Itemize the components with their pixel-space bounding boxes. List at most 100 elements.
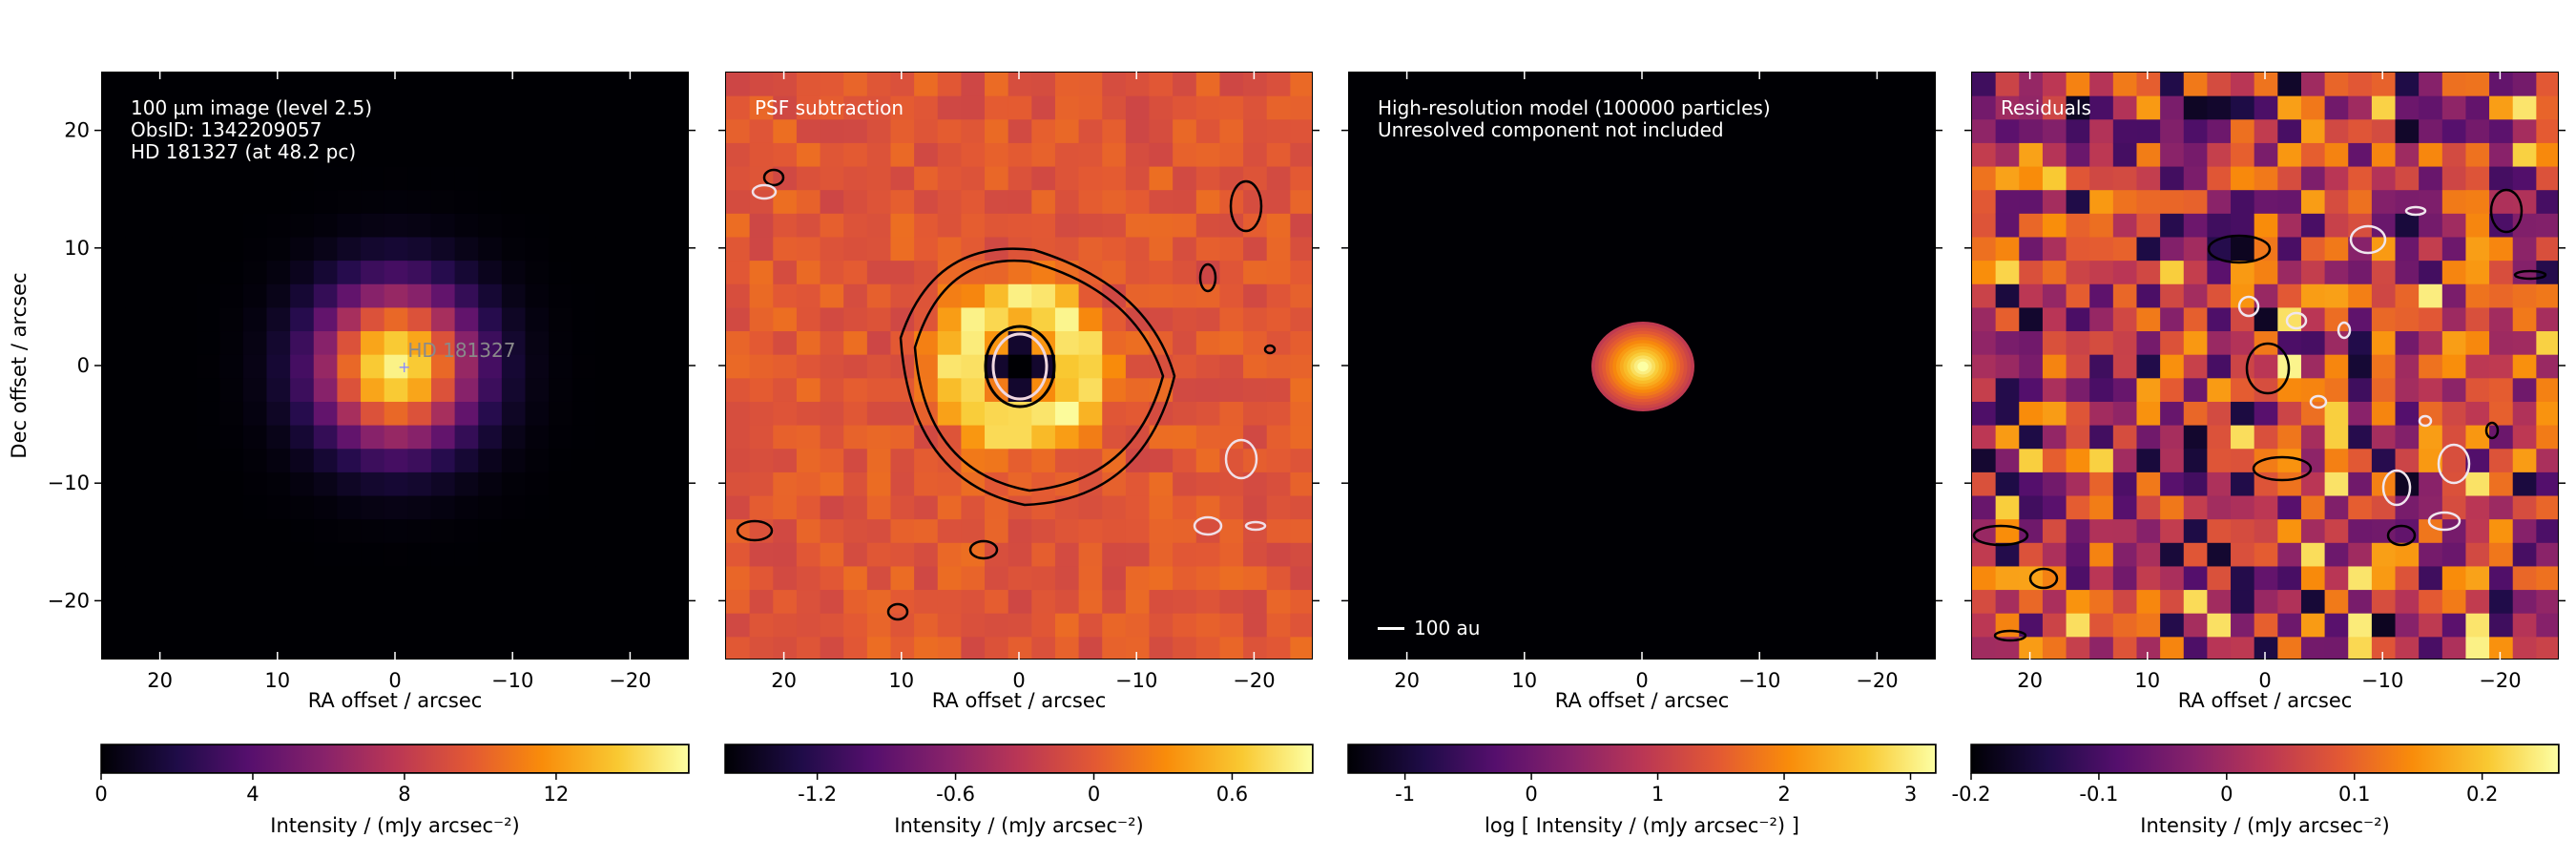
heatmap-cell bbox=[1219, 449, 1244, 473]
heatmap-cell bbox=[937, 283, 962, 308]
heatmap-cell bbox=[1149, 190, 1174, 215]
heatmap-cell bbox=[1995, 566, 2020, 591]
heatmap-cell bbox=[2465, 142, 2490, 168]
heatmap-cell bbox=[2112, 613, 2138, 638]
heatmap-cell bbox=[642, 471, 667, 497]
heatmap-cell bbox=[914, 637, 939, 659]
heatmap-cell bbox=[2489, 213, 2514, 239]
heatmap-cell bbox=[2395, 637, 2420, 659]
heatmap-cell bbox=[937, 95, 962, 120]
heatmap-cell bbox=[361, 495, 385, 520]
heatmap-cell bbox=[1125, 166, 1151, 191]
heatmap-cell bbox=[219, 425, 244, 450]
heatmap-cell bbox=[2042, 166, 2067, 191]
heatmap-cell bbox=[407, 542, 432, 568]
heatmap-cell bbox=[125, 566, 150, 591]
heatmap-cell bbox=[1125, 142, 1151, 168]
heatmap-cell bbox=[2512, 449, 2537, 473]
heatmap-cell bbox=[843, 119, 868, 144]
heatmap-cell bbox=[102, 73, 127, 97]
heatmap-cell bbox=[595, 495, 620, 520]
heatmap-cell bbox=[196, 495, 220, 520]
heatmap-cell bbox=[1195, 119, 1221, 144]
heatmap-cell bbox=[571, 401, 597, 427]
heatmap-cell bbox=[2231, 261, 2255, 285]
heatmap-cell bbox=[2465, 261, 2490, 285]
heatmap-cell bbox=[866, 237, 892, 262]
heatmap-cell bbox=[2136, 354, 2161, 379]
heatmap-cell bbox=[619, 142, 644, 168]
colorbar-tick-label: 0.1 bbox=[2338, 783, 2370, 806]
heatmap-cell bbox=[2371, 283, 2397, 308]
heatmap-cell bbox=[2136, 142, 2161, 168]
heatmap-cell bbox=[172, 566, 197, 591]
heatmap-cell bbox=[796, 613, 821, 638]
heatmap-cell bbox=[1219, 331, 1244, 356]
heatmap-cell bbox=[2254, 95, 2278, 120]
heatmap-cell bbox=[2419, 613, 2443, 638]
panel-psf-subtraction: PSF subtraction bbox=[725, 72, 1313, 660]
heatmap-cell bbox=[125, 425, 150, 450]
heatmap-cell bbox=[1995, 166, 2020, 191]
heatmap-cell bbox=[2112, 354, 2138, 379]
x-tick-label: 10 bbox=[1511, 669, 1537, 692]
heatmap-cell bbox=[1149, 590, 1174, 615]
heatmap-cell bbox=[1972, 354, 1997, 379]
heatmap-cell bbox=[642, 425, 667, 450]
heatmap-cell bbox=[290, 331, 315, 356]
heatmap-cell bbox=[985, 283, 1009, 308]
heatmap-cell bbox=[525, 590, 550, 615]
heatmap-cell bbox=[2512, 142, 2537, 168]
heatmap-cell bbox=[2348, 142, 2373, 168]
heatmap-cell bbox=[595, 613, 620, 638]
heatmap-cell bbox=[726, 401, 751, 427]
colorbar-tick-label: 0.6 bbox=[1216, 783, 1248, 806]
heatmap-cell bbox=[2419, 354, 2443, 379]
heatmap-cell bbox=[914, 237, 939, 262]
heatmap-cell bbox=[571, 495, 597, 520]
heatmap-cell bbox=[1078, 307, 1103, 332]
heatmap-cell bbox=[549, 142, 573, 168]
heatmap-cell bbox=[313, 283, 338, 308]
heatmap-cell bbox=[914, 495, 939, 520]
heatmap-cell bbox=[1972, 378, 1997, 403]
heatmap-cell bbox=[2395, 542, 2420, 568]
heatmap-cell bbox=[172, 590, 197, 615]
heatmap-cell bbox=[2207, 425, 2232, 450]
heatmap-cell bbox=[1219, 261, 1244, 285]
heatmap-cell bbox=[2160, 237, 2185, 262]
heatmap-cell bbox=[290, 637, 315, 659]
heatmap-cell bbox=[1972, 425, 1997, 450]
heatmap-cell bbox=[1125, 566, 1151, 591]
heatmap-cell bbox=[890, 590, 915, 615]
heatmap-cell bbox=[1195, 566, 1221, 591]
heatmap-cell bbox=[266, 566, 291, 591]
heatmap-cell bbox=[1290, 495, 1312, 520]
heatmap-cell bbox=[313, 119, 338, 144]
heatmap-cell bbox=[1243, 542, 1268, 568]
heatmap-cell bbox=[1125, 190, 1151, 215]
heatmap-cell bbox=[1078, 73, 1103, 97]
heatmap-cell bbox=[666, 261, 688, 285]
heatmap-cell bbox=[1031, 637, 1056, 659]
heatmap-cell bbox=[125, 495, 150, 520]
heatmap-cell bbox=[2207, 95, 2232, 120]
heatmap-cell bbox=[454, 190, 479, 215]
heatmap-cell bbox=[478, 73, 503, 97]
heatmap-cell bbox=[1243, 566, 1268, 591]
heatmap-cell bbox=[1195, 95, 1221, 120]
heatmap-cell bbox=[1290, 378, 1312, 403]
heatmap-cell bbox=[2536, 613, 2558, 638]
heatmap-cell bbox=[2231, 637, 2255, 659]
heatmap-cell bbox=[407, 190, 432, 215]
heatmap-cell bbox=[796, 590, 821, 615]
heatmap-cell bbox=[1031, 190, 1056, 215]
x-axis-label: RA offset / arcsec bbox=[307, 689, 483, 712]
heatmap-cell bbox=[571, 637, 597, 659]
heatmap-cell bbox=[2348, 95, 2373, 120]
heatmap-cell bbox=[2371, 237, 2397, 262]
heatmap-cell bbox=[2231, 471, 2255, 497]
heatmap-cell bbox=[2324, 401, 2349, 427]
heatmap-cell bbox=[666, 637, 688, 659]
heatmap-cell bbox=[666, 401, 688, 427]
